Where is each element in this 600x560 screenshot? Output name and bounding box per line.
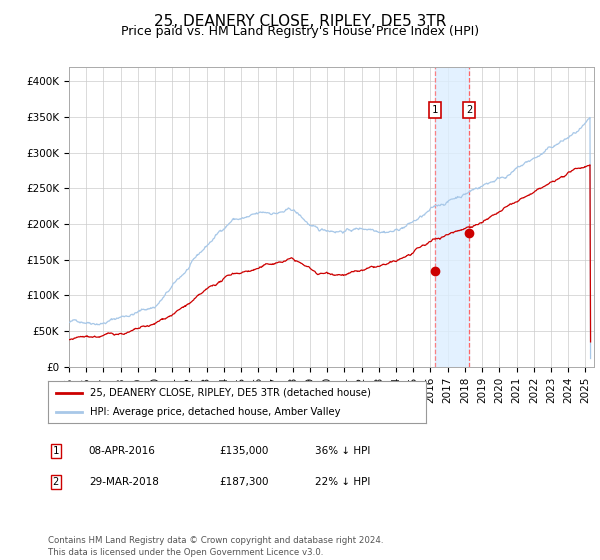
Text: £135,000: £135,000 bbox=[219, 446, 268, 456]
Text: 2: 2 bbox=[466, 105, 472, 115]
Text: 25, DEANERY CLOSE, RIPLEY, DE5 3TR (detached house): 25, DEANERY CLOSE, RIPLEY, DE5 3TR (deta… bbox=[89, 388, 370, 398]
Text: 08-APR-2016: 08-APR-2016 bbox=[89, 446, 155, 456]
Text: 25, DEANERY CLOSE, RIPLEY, DE5 3TR: 25, DEANERY CLOSE, RIPLEY, DE5 3TR bbox=[154, 14, 446, 29]
Text: £187,300: £187,300 bbox=[219, 477, 269, 487]
Text: 22% ↓ HPI: 22% ↓ HPI bbox=[315, 477, 370, 487]
Text: HPI: Average price, detached house, Amber Valley: HPI: Average price, detached house, Ambe… bbox=[89, 407, 340, 417]
Text: Contains HM Land Registry data © Crown copyright and database right 2024.
This d: Contains HM Land Registry data © Crown c… bbox=[48, 536, 383, 557]
Text: 1: 1 bbox=[53, 446, 59, 456]
Bar bbox=[435, 67, 469, 367]
Text: 29-MAR-2018: 29-MAR-2018 bbox=[89, 477, 158, 487]
Text: 2: 2 bbox=[53, 477, 59, 487]
Text: 36% ↓ HPI: 36% ↓ HPI bbox=[315, 446, 370, 456]
Text: 1: 1 bbox=[432, 105, 438, 115]
Text: Price paid vs. HM Land Registry's House Price Index (HPI): Price paid vs. HM Land Registry's House … bbox=[121, 25, 479, 38]
